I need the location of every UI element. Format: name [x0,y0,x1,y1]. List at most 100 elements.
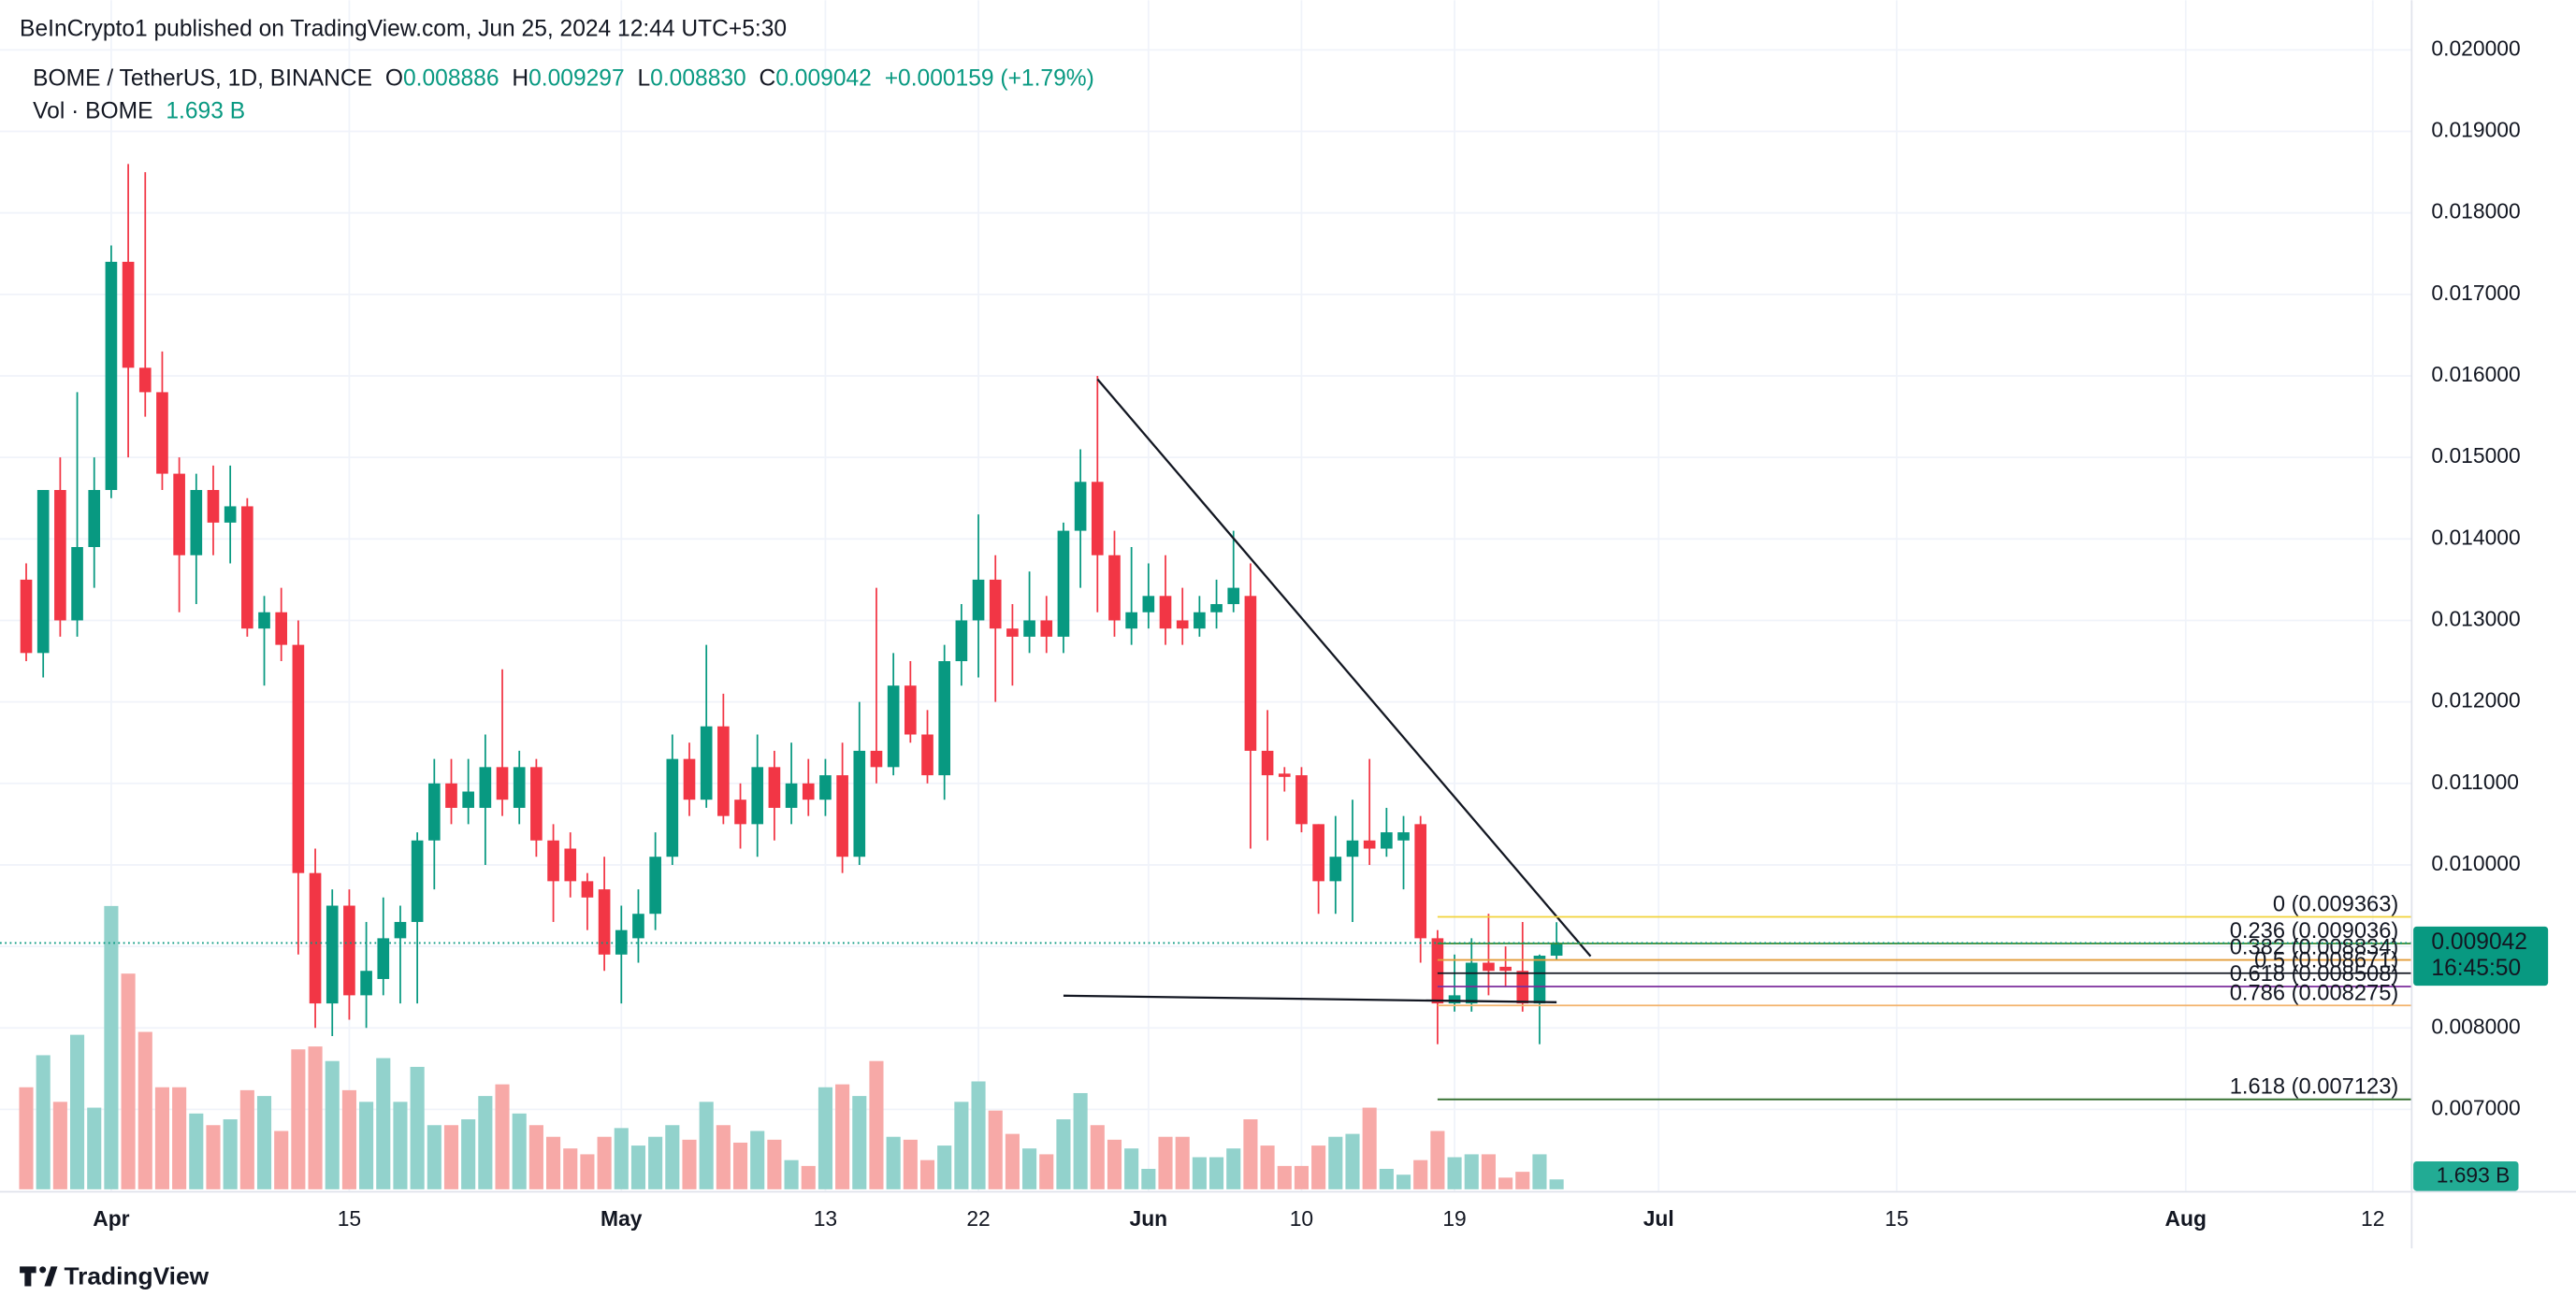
candle-body [1295,775,1308,825]
volume-bar [206,1125,221,1189]
candle-body [1465,962,1478,1004]
candle-body [377,938,390,979]
candle-body [190,490,203,555]
last-volume-label: 1.693 B [2437,1163,2511,1188]
candle-body [1261,750,1274,776]
volume-bar [1005,1133,1020,1189]
volume-pane [19,905,1564,1189]
last-price-label: 0.009042 [2431,929,2527,955]
fib-label: 0.618 (0.008508) [2230,962,2399,987]
candle-body [802,783,815,800]
y-tick-label: 0.017000 [2431,281,2520,305]
candle-body [275,612,288,645]
candle-body [547,840,559,882]
ohlc-label: L [638,65,651,91]
volume-bar [869,1060,884,1189]
volume-bar [852,1096,867,1189]
volume-bar [410,1066,425,1189]
overlay: 0 (0.009363) 0.236 (0.009036)0.382 (0.008… [0,892,2412,1101]
y-tick-label: 0.015000 [2431,443,2520,468]
volume-bar [495,1084,510,1189]
ohlc-label: H [512,65,528,91]
axes: 0.0070000.0080000.0090000.0100000.011000… [93,36,2549,1231]
y-tick-label: 0.013000 [2431,606,2520,630]
y-tick-label: 0.008000 [2431,1014,2520,1038]
candle-body [700,726,713,800]
volume-bar [818,1087,832,1189]
candle-body [1381,832,1393,849]
volume-bar [699,1102,714,1189]
logo-mark [44,1266,58,1287]
candle-body [496,767,509,800]
candle-body [1159,596,1172,629]
candle-body [751,767,764,825]
candle-body [88,490,101,548]
volume-bar [1311,1145,1326,1189]
volume-bar [376,1058,391,1189]
volume-bar [546,1136,561,1189]
x-tick-label: 10 [1290,1206,1313,1231]
candle-body [564,848,577,882]
candle-body [1108,555,1121,621]
candle-body [394,921,407,939]
candle-body [156,392,168,474]
volume-bar [716,1125,731,1189]
volume-bar [750,1131,765,1189]
volume-bar [189,1113,204,1189]
candle-body [785,783,798,808]
candle-body [1142,596,1155,612]
volume-bar [393,1102,408,1189]
candle-body [1227,587,1240,605]
fib-label: 0.236 (0.009036) [2230,919,2399,944]
y-tick-label: 0.012000 [2431,688,2520,713]
volume-bar [954,1102,969,1189]
volume-bar [121,973,136,1189]
ohlc-label: O [385,65,403,91]
volume-bar [1498,1177,1513,1189]
candle-body [122,261,135,368]
volume-bar [1447,1157,1462,1189]
y-tick-label: 0.010000 [2431,851,2520,875]
candle-body [1194,612,1206,629]
candle-body [292,644,305,873]
volume-bar [104,905,119,1189]
volume-bar [1192,1157,1207,1189]
last-volume-box [2413,1160,2519,1191]
volume-bar [886,1136,901,1189]
volume-bar [1345,1133,1360,1189]
x-tick-label: Jun [1130,1206,1168,1231]
candle-body [819,775,832,800]
x-tick-label: Jul [1643,1206,1674,1231]
volume-bar [274,1131,289,1189]
candle-body [734,800,746,825]
legend-ohlc: BOME / TetherUS, 1D, BINANCE O0.008886 H… [33,65,1094,91]
candle-body [1244,596,1257,751]
candle-body [1040,620,1053,637]
candle-body [36,490,50,654]
candle-body [445,783,457,808]
candle-body [1499,966,1512,972]
candle-body [666,758,679,857]
volume-bar [614,1128,629,1189]
candle-body [904,685,917,735]
candle-body [138,367,152,393]
candle-body [479,767,492,808]
candle-body [1363,840,1376,849]
y-tick-label: 0.019000 [2431,118,2520,142]
volume-bar [1481,1154,1496,1189]
volume-bar [461,1119,476,1189]
volume-title: Vol · BOME [33,98,152,123]
candle-body [1448,995,1461,1004]
fib-label: 0.382 (0.008834) [2230,936,2399,960]
candle-body [972,579,985,621]
candle-body [1210,604,1223,612]
volume-bar [427,1125,441,1189]
candle-body [649,857,661,915]
legend-volume: Vol · BOME 1.693 B [33,98,245,123]
volume-bar [1532,1154,1547,1189]
price-pane [20,164,1592,1044]
volume-bar [682,1139,697,1189]
trendline [1096,378,1592,958]
